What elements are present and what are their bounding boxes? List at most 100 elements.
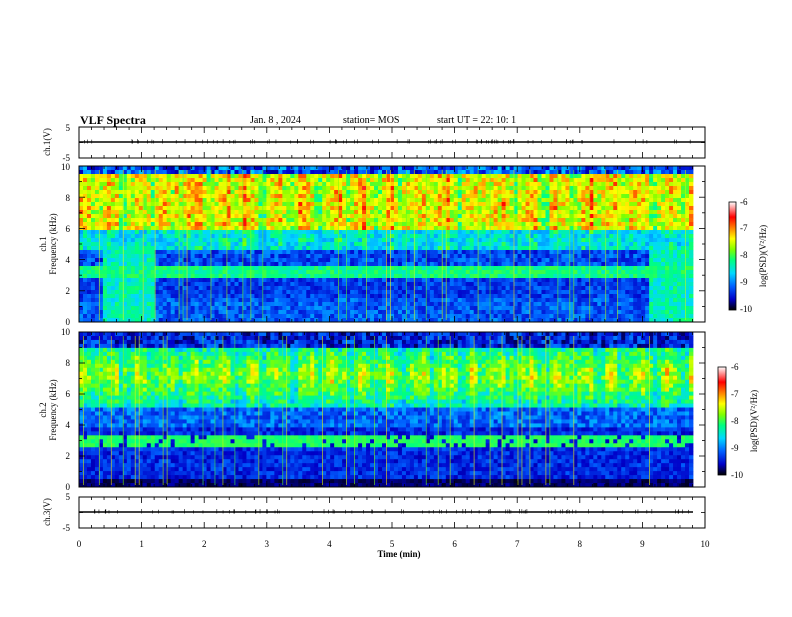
spectrogram-cell	[342, 306, 346, 310]
spectrogram-cell	[454, 302, 458, 306]
spectrogram-cell	[175, 306, 179, 310]
spectrogram-cell	[370, 194, 374, 198]
spectrogram-cell	[498, 282, 502, 286]
spectrogram-cell	[394, 290, 398, 294]
spectrogram-cell	[306, 270, 310, 274]
spectrogram-cell	[175, 210, 179, 214]
spectrogram-cell	[534, 302, 538, 306]
spectrogram-cell	[87, 250, 91, 254]
spectrogram-cell	[223, 210, 227, 214]
spectrogram-cell	[203, 274, 207, 278]
spectrogram-cell	[378, 298, 382, 302]
spectrogram-cell	[119, 254, 123, 258]
spectrogram-cell	[410, 246, 414, 250]
spectrogram-cell	[470, 258, 474, 262]
spectrogram-cell	[298, 282, 302, 286]
spectrogram-cell	[195, 226, 199, 230]
spectrogram-cell	[219, 282, 223, 286]
spectrogram-cell	[350, 226, 354, 230]
spectrogram-cell	[83, 306, 87, 310]
spectrogram-cell	[274, 166, 278, 170]
spectrogram-cell	[378, 314, 382, 318]
spectrogram-cell	[103, 230, 107, 234]
spectrogram-cell	[290, 182, 294, 186]
spectrogram-cell	[175, 270, 179, 274]
spectrogram-cell	[322, 218, 326, 222]
spectrogram-cell	[334, 282, 338, 286]
spectrogram-cell	[151, 294, 155, 298]
spectrogram-cell	[486, 218, 490, 222]
spectrogram-cell	[290, 266, 294, 270]
spectrogram-cell	[171, 166, 175, 170]
spectrogram-cell	[510, 270, 514, 274]
spectrogram-cell	[422, 286, 426, 290]
spectrogram-cell	[502, 262, 506, 266]
spectrogram-cell	[167, 310, 171, 314]
spectrogram-cell	[506, 270, 510, 274]
sferic-streak	[187, 170, 188, 320]
spectrogram-cell	[450, 230, 454, 234]
spectrogram-cell	[203, 226, 207, 230]
spectrogram-cell	[486, 194, 490, 198]
spectrogram-cell	[518, 174, 522, 178]
spectrogram-cell	[350, 170, 354, 174]
spectrogram-cell	[159, 218, 163, 222]
spectrogram-cell	[286, 254, 290, 258]
spectrogram-cell	[119, 242, 123, 246]
spectrogram-cell	[382, 186, 386, 190]
spectrogram-cell	[219, 166, 223, 170]
spectrogram-cell	[553, 262, 557, 266]
spectrogram-cell	[330, 214, 334, 218]
spectrogram-cell	[191, 254, 195, 258]
spectrogram-cell	[278, 230, 282, 234]
spectrogram-cell	[127, 298, 131, 302]
spectrogram-cell	[171, 282, 175, 286]
spectrogram-cell	[290, 230, 294, 234]
spectrogram-cell	[310, 238, 314, 242]
spectrogram-cell	[494, 314, 498, 318]
spectrogram-cell	[454, 186, 458, 190]
spectrogram-cell	[258, 266, 262, 270]
spectrogram-cell	[534, 210, 538, 214]
spectrogram-cell	[334, 262, 338, 266]
spectrogram-cell	[294, 182, 298, 186]
spectrogram-cell	[474, 250, 478, 254]
spectrogram-cell	[358, 214, 362, 218]
spectrogram-cell	[458, 222, 462, 226]
spectrogram-cell	[115, 286, 119, 290]
spectrogram-cell	[231, 166, 235, 170]
spectrogram-cell	[83, 242, 87, 246]
spectrogram-cell	[318, 306, 322, 310]
spectrogram-cell	[450, 194, 454, 198]
spectrogram-cell	[306, 262, 310, 266]
spectrogram-cell	[482, 250, 486, 254]
spectrogram-cell	[139, 250, 143, 254]
spectrogram-cell	[207, 262, 211, 266]
spectrogram-cell	[131, 218, 135, 222]
spectrogram-cell	[151, 206, 155, 210]
spectrogram-cell	[378, 218, 382, 222]
spectrogram-cell	[561, 178, 565, 182]
spectrogram-cell	[294, 242, 298, 246]
spectrogram-cell	[506, 194, 510, 198]
spectrogram-cell	[474, 206, 478, 210]
spectrogram-cell	[553, 226, 557, 230]
spectrogram-cell	[246, 314, 250, 318]
spectrogram-cell	[410, 258, 414, 262]
spectrogram-cell	[191, 186, 195, 190]
spectrogram-cell	[382, 254, 386, 258]
spectrogram-cell	[258, 278, 262, 282]
spectrogram-cell	[378, 206, 382, 210]
sferic-streak	[478, 170, 479, 320]
spectrogram-cell	[522, 290, 526, 294]
spectrogram-cell	[322, 266, 326, 270]
spectrogram-cell	[203, 298, 207, 302]
spectrogram-cell	[91, 290, 95, 294]
spectrogram-cell	[302, 198, 306, 202]
spectrogram-cell	[115, 214, 119, 218]
spectrogram-cell	[506, 170, 510, 174]
spectrogram-cell	[171, 190, 175, 194]
spectrogram-cell	[462, 202, 466, 206]
spectrogram-cell	[470, 238, 474, 242]
spectrogram-cell	[107, 302, 111, 306]
